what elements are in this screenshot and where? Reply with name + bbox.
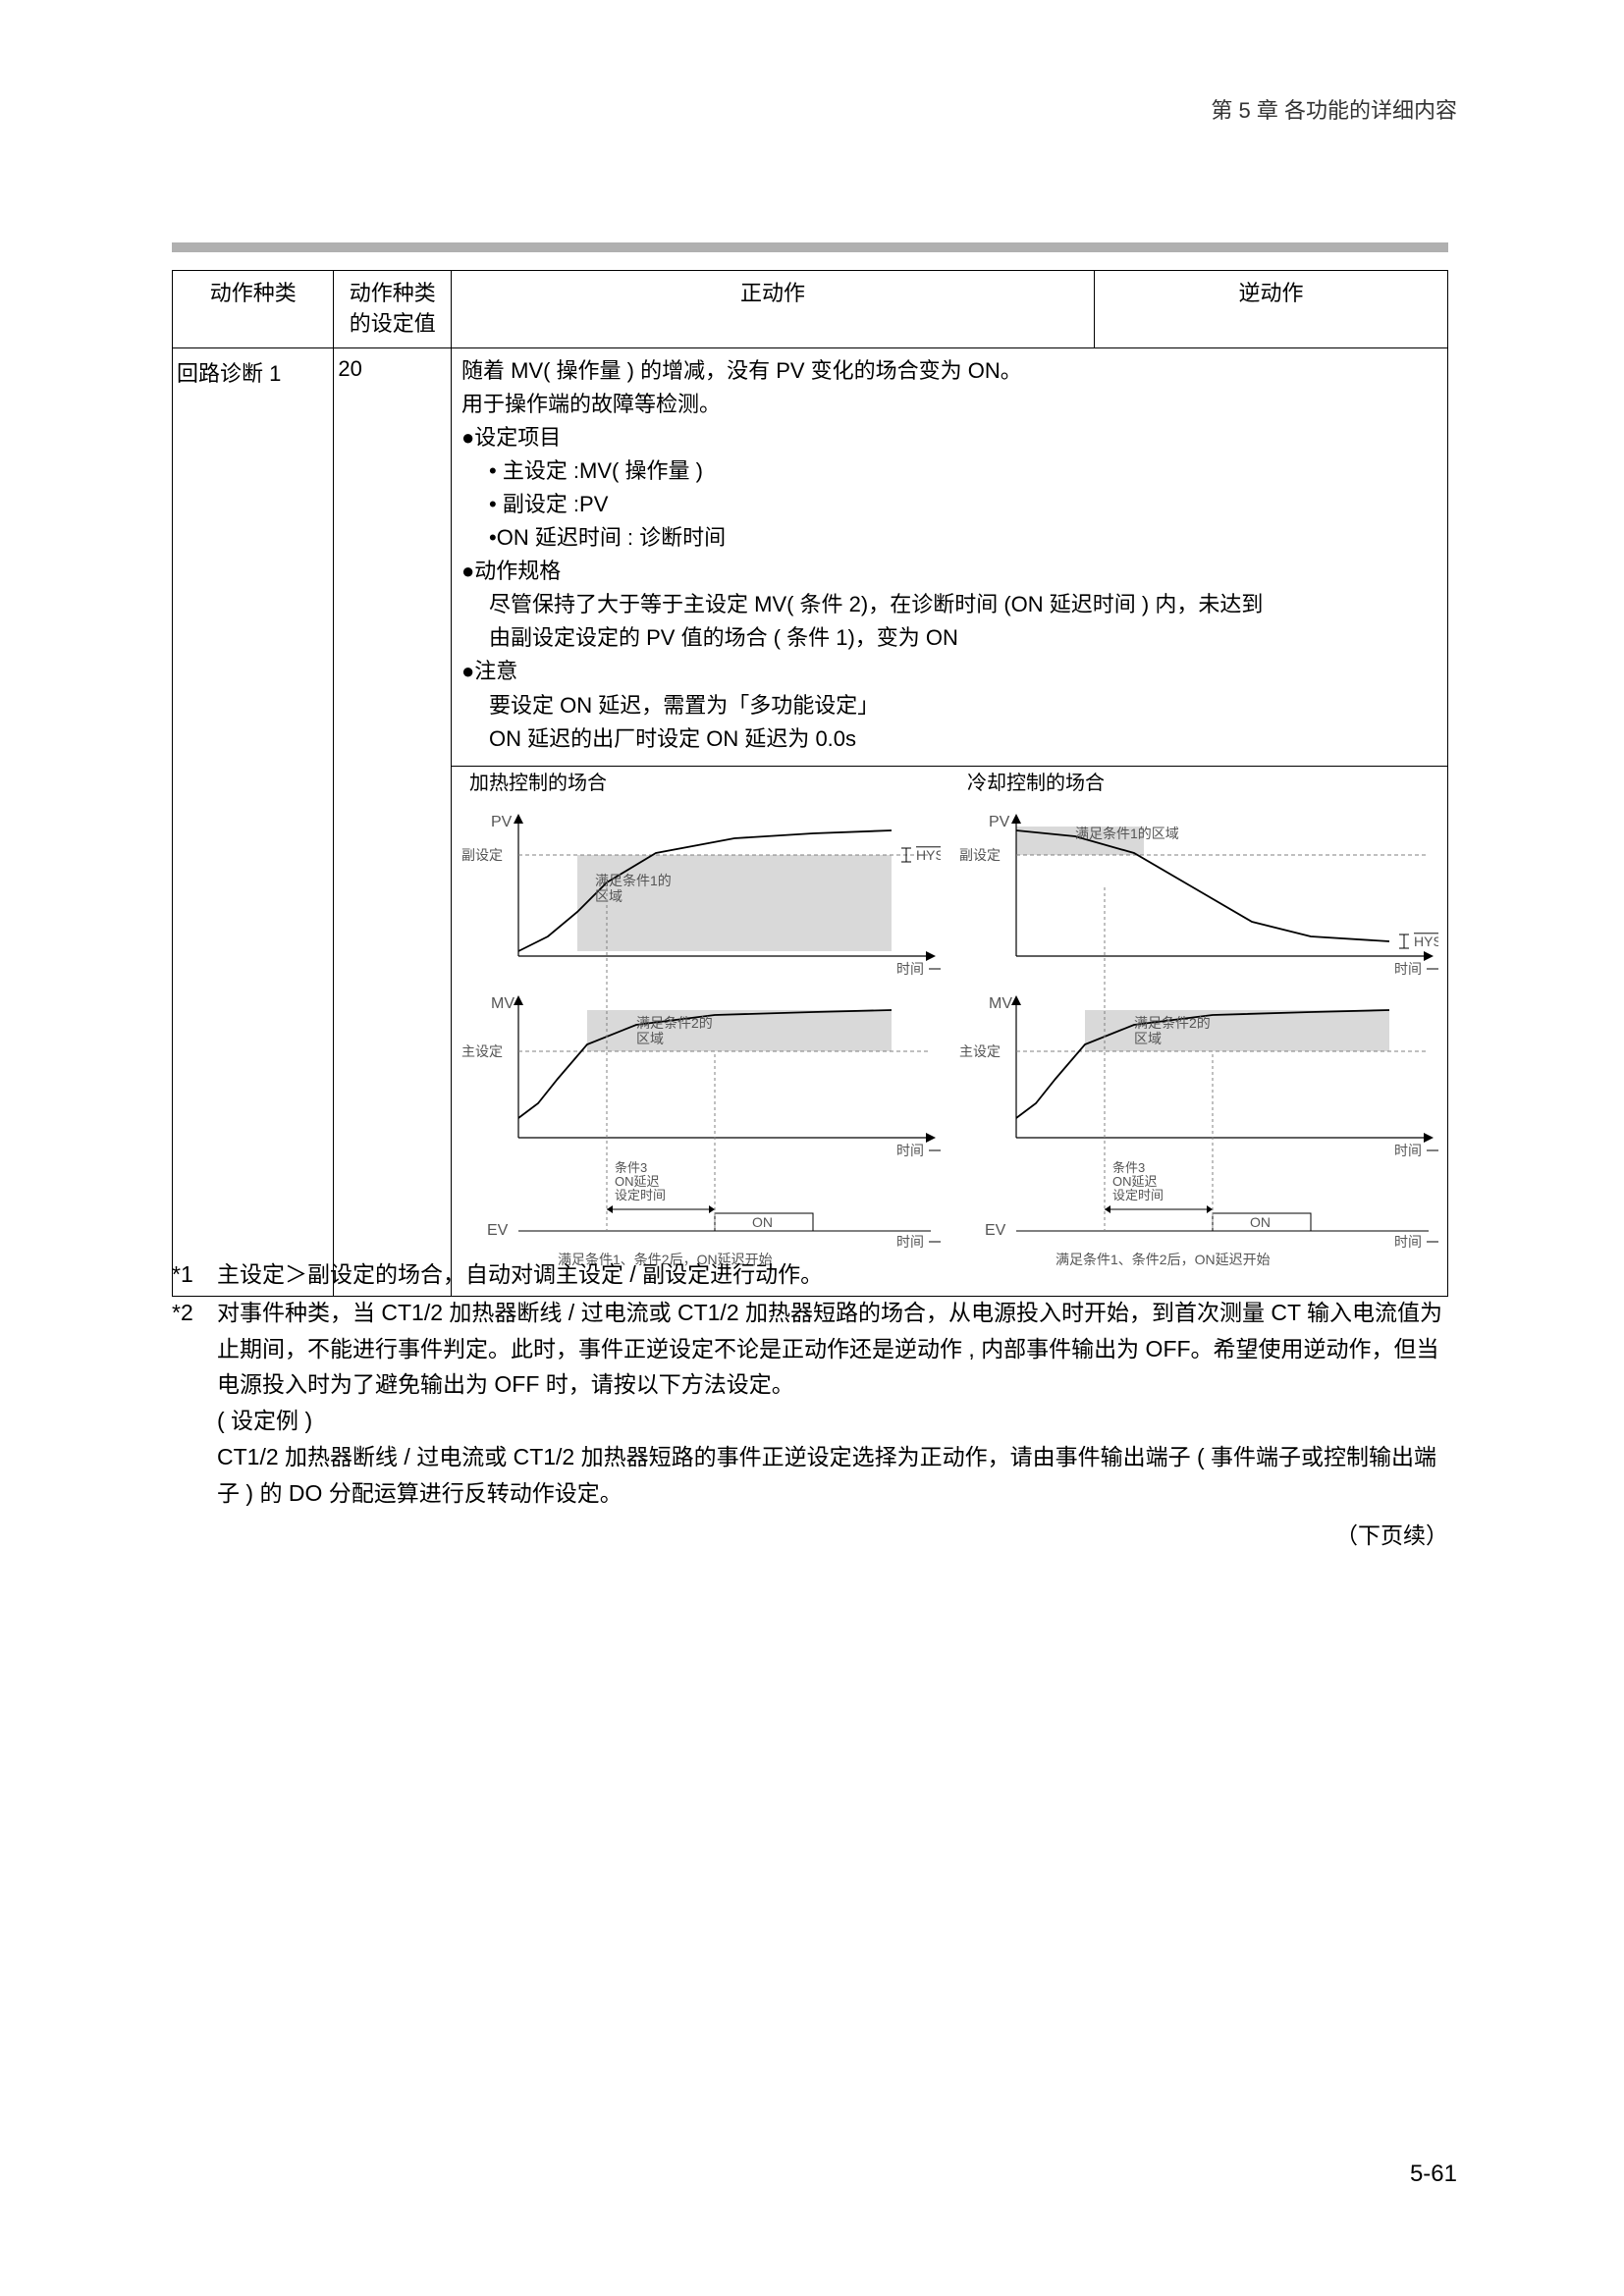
action-table: 动作种类 动作种类 的设定值 正动作 逆动作 回路诊断 1 20 随着 MV( … <box>172 270 1448 1297</box>
svg-text:ON延迟: ON延迟 <box>1112 1174 1158 1189</box>
cell-action-setval: 20 <box>334 347 452 1296</box>
svg-text:条件3: 条件3 <box>615 1160 647 1175</box>
svg-text:主设定: 主设定 <box>461 1043 503 1059</box>
svg-text:满足条件1的: 满足条件1的 <box>595 873 672 888</box>
svg-text:区域: 区域 <box>595 888 623 904</box>
heating-chart: PV副设定HYS满足条件1的区域时间MV主设定满足条件2的区域时间EVON条件3… <box>460 799 941 1290</box>
svg-text:时间: 时间 <box>896 1234 924 1250</box>
section-divider-bar <box>172 242 1448 252</box>
footnotes: *1 主设定＞副设定的场合，自动对调主设定 / 副设定进行动作。 *2 对事件种… <box>172 1256 1448 1553</box>
th-forward: 正动作 <box>452 271 1095 348</box>
cell-description: 随着 MV( 操作量 ) 的增减，没有 PV 变化的场合变为 ON。 用于操作端… <box>452 347 1448 766</box>
diagram-cell: 加热控制的场合 PV副设定HYS满足条件1的区域时间MV主设定满足条件2的区域时… <box>452 766 1448 1296</box>
continued-label: （下页续） <box>172 1518 1448 1554</box>
svg-text:主设定: 主设定 <box>959 1043 1001 1059</box>
diagram-heating-title: 加热控制的场合 <box>460 767 942 795</box>
svg-text:EV: EV <box>985 1222 1006 1239</box>
th-type: 动作种类 <box>173 271 334 348</box>
svg-text:PV: PV <box>491 814 513 830</box>
svg-text:HYS: HYS <box>1414 934 1438 949</box>
th-setval: 动作种类 的设定值 <box>334 271 452 348</box>
svg-text:设定时间: 设定时间 <box>1112 1188 1164 1202</box>
svg-text:HYS: HYS <box>916 847 941 863</box>
th-reverse: 逆动作 <box>1094 271 1447 348</box>
diagram-cooling: 冷却控制的场合 PV副设定HYS满足条件1的区域时间MV主设定满足条件2的区域时… <box>949 767 1447 1296</box>
svg-text:时间: 时间 <box>1394 1234 1422 1250</box>
svg-text:PV: PV <box>989 814 1010 830</box>
footnote-2: *2 对事件种类，当 CT1/2 加热器断线 / 过电流或 CT1/2 加热器短… <box>172 1295 1448 1512</box>
page-number: 5-61 <box>1410 2161 1457 2188</box>
svg-text:ON延迟: ON延迟 <box>615 1174 660 1189</box>
svg-text:ON: ON <box>1250 1214 1271 1230</box>
svg-text:ON: ON <box>752 1214 773 1230</box>
svg-text:设定时间: 设定时间 <box>615 1188 666 1202</box>
svg-text:MV: MV <box>989 995 1012 1012</box>
cell-action-type: 回路诊断 1 <box>173 347 334 1296</box>
svg-text:时间: 时间 <box>1394 961 1422 977</box>
svg-text:EV: EV <box>487 1222 509 1239</box>
svg-text:区域: 区域 <box>636 1031 664 1046</box>
footnote-1: *1 主设定＞副设定的场合，自动对调主设定 / 副设定进行动作。 <box>172 1256 1448 1293</box>
svg-text:时间: 时间 <box>896 1143 924 1158</box>
svg-text:满足条件1的区域: 满足条件1的区域 <box>1075 826 1179 841</box>
svg-text:时间: 时间 <box>896 961 924 977</box>
page-header: 第 5 章 各功能的详细内容 <box>1211 93 1457 125</box>
svg-text:满足条件2的: 满足条件2的 <box>636 1015 713 1031</box>
svg-text:MV: MV <box>491 995 514 1012</box>
diagram-heating: 加热控制的场合 PV副设定HYS满足条件1的区域时间MV主设定满足条件2的区域时… <box>452 767 949 1296</box>
svg-text:满足条件2的: 满足条件2的 <box>1134 1015 1211 1031</box>
svg-text:副设定: 副设定 <box>461 847 503 863</box>
svg-text:副设定: 副设定 <box>959 847 1001 863</box>
svg-text:条件3: 条件3 <box>1112 1160 1145 1175</box>
svg-text:区域: 区域 <box>1134 1031 1162 1046</box>
svg-text:时间: 时间 <box>1394 1143 1422 1158</box>
diagram-cooling-title: 冷却控制的场合 <box>957 767 1439 795</box>
cooling-chart: PV副设定HYS满足条件1的区域时间MV主设定满足条件2的区域时间EVON条件3… <box>957 799 1438 1290</box>
